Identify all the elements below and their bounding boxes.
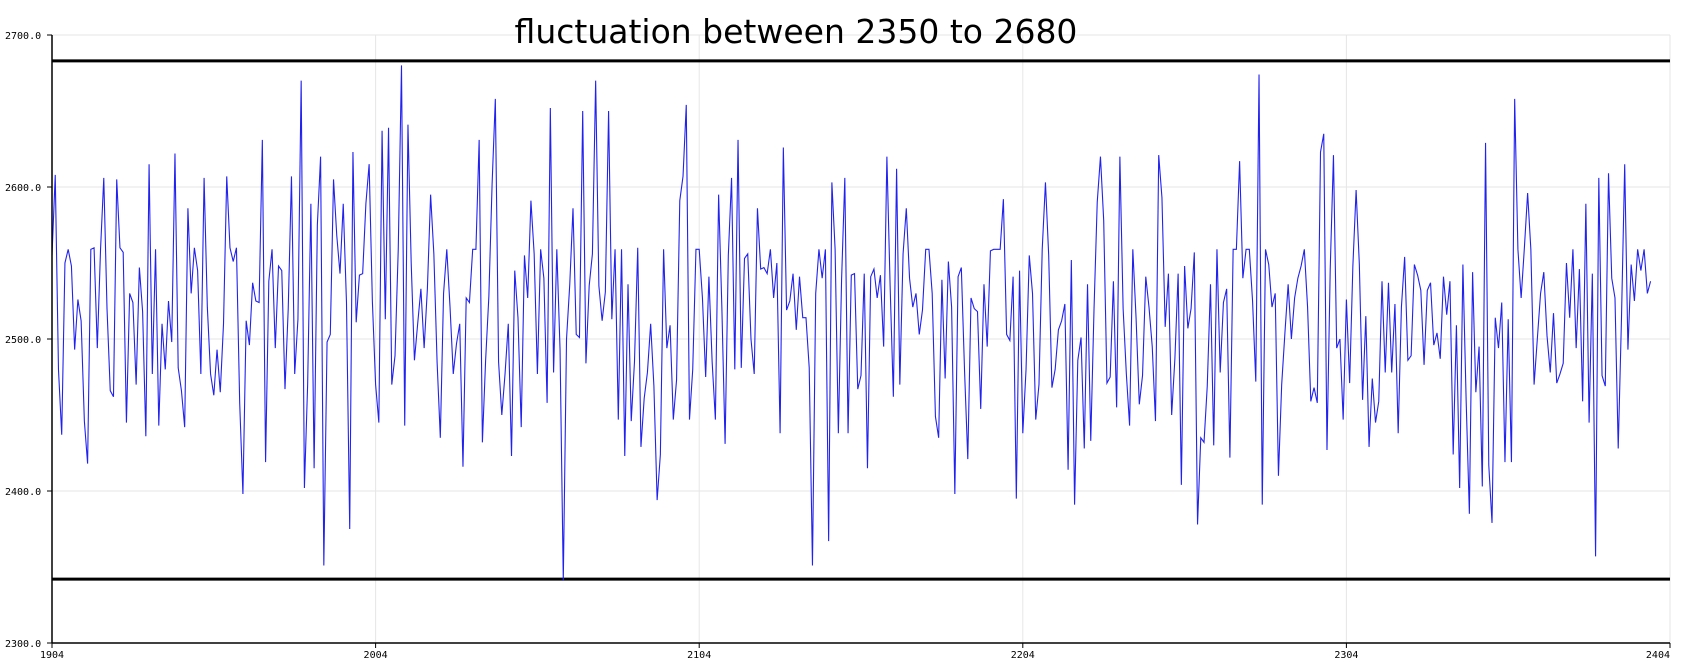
x-tick-label: 2004	[364, 650, 388, 661]
x-tick-label: 2404	[1646, 650, 1670, 661]
y-tick-label: 2700.0	[5, 31, 41, 42]
x-axis-ticks: 1904 2004 2104 2204 2304 2404	[40, 643, 1671, 661]
y-tick-label: 2600.0	[5, 183, 41, 194]
chart-title: fluctuation between 2350 to 2680	[515, 12, 1078, 51]
grid-lines	[51, 34, 1671, 644]
series-line	[51, 65, 1652, 581]
x-tick-label: 2204	[1011, 650, 1035, 661]
x-tick-label: 1904	[40, 650, 64, 661]
y-tick-label: 2400.0	[5, 487, 41, 498]
x-tick-label: 2304	[1334, 650, 1358, 661]
reference-lines	[52, 59, 1670, 581]
y-tick-label: 2300.0	[5, 639, 41, 650]
x-tick-label: 2104	[687, 650, 711, 661]
y-axis-ticks: 2300.0 2400.0 2500.0 2600.0 2700.0	[5, 31, 52, 650]
y-tick-label: 2500.0	[5, 335, 41, 346]
